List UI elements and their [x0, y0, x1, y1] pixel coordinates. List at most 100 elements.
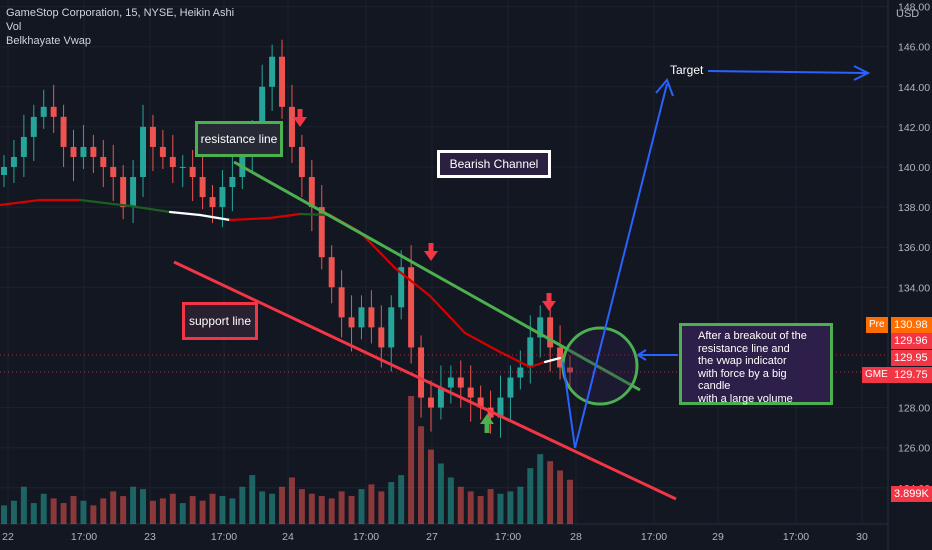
- resistance-label[interactable]: resistance line: [195, 121, 283, 157]
- target-label[interactable]: Target: [670, 63, 704, 77]
- currency-label[interactable]: USD: [896, 8, 920, 20]
- x-tick-label: 17:00: [353, 531, 379, 543]
- drawings: [0, 65, 888, 501]
- x-tick-label: 30: [856, 531, 868, 543]
- x-tick-label: 28: [570, 531, 582, 543]
- vwap-segment: [0, 198, 42, 207]
- vwap-segment: [168, 210, 202, 217]
- volume-bar: [308, 493, 315, 524]
- time-axis[interactable]: 22 17:00 23 17:00 24 17:00 27 17:00 28 17:00 29 17:…: [2, 531, 868, 543]
- volume-bar: [239, 486, 246, 524]
- note-line: resistance line and: [698, 342, 790, 355]
- vwap-segment: [198, 213, 232, 222]
- candle-body: [408, 267, 415, 348]
- breakout-note[interactable]: After a breakout of the resistance line …: [679, 323, 833, 405]
- candle-body: [368, 307, 375, 328]
- vwap-segment: [463, 331, 502, 354]
- volume-bar: [348, 496, 355, 524]
- candle-body: [110, 166, 117, 178]
- note-line: with a large volume: [698, 392, 793, 405]
- up-arrow-marker: [484, 423, 490, 433]
- down-arrow-marker: [546, 293, 552, 302]
- candle-body: [467, 387, 474, 398]
- vwap-segment: [298, 212, 332, 217]
- candle-body: [428, 397, 434, 408]
- candle-body: [388, 307, 395, 348]
- volume-bar: [507, 491, 514, 524]
- volume-bars: [1, 396, 573, 524]
- volume-bar: [40, 493, 47, 524]
- candle-body: [358, 307, 365, 328]
- candle-body: [418, 347, 425, 398]
- candle-body: [149, 126, 156, 147]
- candle-body: [318, 207, 325, 258]
- note-line: the vwap indicator: [698, 355, 787, 367]
- y-tick-label: 140.00: [898, 162, 930, 174]
- volume-bar: [537, 454, 544, 524]
- down-arrow-marker: [428, 243, 434, 252]
- volume-bar: [338, 491, 345, 524]
- volume-bar: [557, 470, 564, 524]
- vwap-segment: [393, 266, 432, 298]
- volume-bar: [1, 505, 7, 524]
- candle-body: [1, 166, 7, 176]
- volume-bar: [288, 477, 295, 524]
- volume-bar: [437, 463, 444, 524]
- legend-symbol[interactable]: GameStop Corporation, 15, NYSE, Heikin A…: [6, 7, 235, 19]
- y-tick-label: 146.00: [898, 42, 930, 54]
- gme-price-tag: 129.75: [891, 367, 932, 383]
- legend-vwap[interactable]: Belkhayate Vwap: [6, 35, 91, 47]
- y-tick-label: 128.00: [898, 403, 930, 415]
- support-label[interactable]: support line: [182, 302, 258, 340]
- candle-body: [40, 106, 47, 117]
- price-axis[interactable]: 152.00150.00148.00146.00144.00142.00140.…: [898, 0, 930, 550]
- volume-bar: [269, 493, 276, 524]
- volume-bar: [547, 461, 554, 524]
- volume-bar: [10, 500, 17, 524]
- volume-bar: [100, 498, 107, 524]
- candle-body: [10, 156, 17, 167]
- x-tick-label: 24: [282, 531, 294, 543]
- x-tick-label: 23: [144, 531, 156, 543]
- candle-body: [279, 56, 286, 107]
- volume-tag: 3.899K: [891, 486, 932, 502]
- volume-bar: [169, 493, 176, 524]
- volume-bar: [477, 496, 484, 524]
- candle-body: [80, 146, 87, 157]
- volume-bar: [149, 500, 156, 524]
- volume-bar: [159, 498, 166, 524]
- projection-line: [574, 83, 668, 449]
- candle-body: [199, 177, 206, 198]
- candle-body: [159, 146, 166, 157]
- candle-body: [308, 177, 315, 208]
- candle-body: [30, 116, 37, 137]
- vwap-segment: [128, 204, 172, 214]
- volume-bar: [497, 493, 504, 524]
- candle-body: [219, 187, 226, 208]
- price-tag-2: 129.95: [891, 350, 932, 366]
- volume-bar: [110, 491, 117, 524]
- volume-bar: [179, 503, 186, 524]
- volume-bar: [70, 496, 77, 524]
- legend-volume[interactable]: Vol: [6, 21, 22, 33]
- candle-body: [70, 146, 77, 157]
- volume-bar: [279, 486, 286, 524]
- channel-label[interactable]: Bearish Channel: [437, 150, 551, 178]
- volume-bar: [298, 489, 305, 524]
- candle-body: [348, 317, 355, 328]
- volume-bar: [418, 426, 425, 524]
- up-arrow-marker: [480, 414, 494, 424]
- candle-body: [90, 146, 97, 157]
- x-tick-label: 17:00: [71, 531, 97, 543]
- volume-bar: [209, 493, 216, 524]
- candle-body: [457, 377, 464, 388]
- candle-body: [20, 136, 27, 157]
- down-arrow-marker: [424, 251, 438, 261]
- volume-bar: [140, 489, 146, 524]
- y-tick-label: 136.00: [898, 242, 930, 254]
- gme-tag-label: GME: [862, 367, 891, 383]
- candle-body: [100, 156, 107, 167]
- volume-bar: [487, 489, 494, 524]
- resistance-line: [233, 160, 641, 392]
